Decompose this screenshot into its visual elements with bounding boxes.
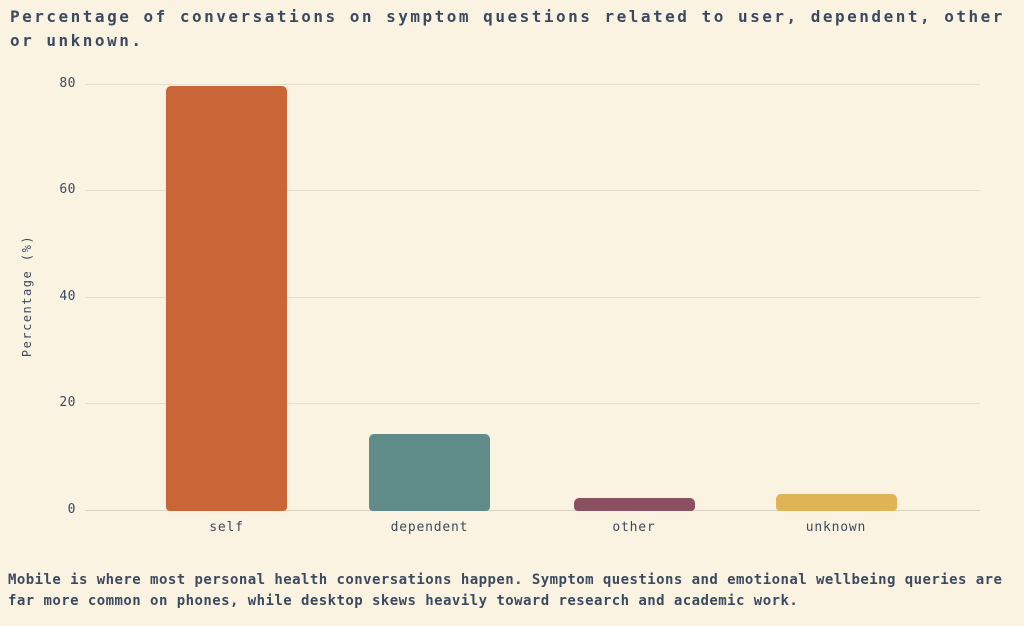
y-tick-label-80: 80 [59,75,76,91]
gridline-80 [85,83,980,85]
plot-area [85,72,980,511]
gridline-0 [85,510,980,511]
y-tick-label-40: 40 [59,288,76,304]
x-tick-label-dependent: dependent [390,520,469,535]
x-tick-label-unknown: unknown [805,520,867,535]
y-tick-label-0: 0 [67,502,76,517]
x-tick-label-other: other [612,520,656,535]
bar-other [573,498,695,511]
y-tick-label-20: 20 [59,395,76,411]
bar-unknown [775,494,897,511]
bar-self [166,85,287,511]
gridline-40 [85,296,980,298]
chart-title: Percentage of conversations on symptom q… [10,7,1005,50]
bar-dependent [369,433,490,511]
gridline-20 [85,403,980,405]
gridline-60 [85,190,980,192]
y-tick-label-60: 60 [59,182,76,198]
x-tick-label-self: self [209,520,244,535]
figure-caption: Mobile is where most personal health con… [8,572,1003,609]
